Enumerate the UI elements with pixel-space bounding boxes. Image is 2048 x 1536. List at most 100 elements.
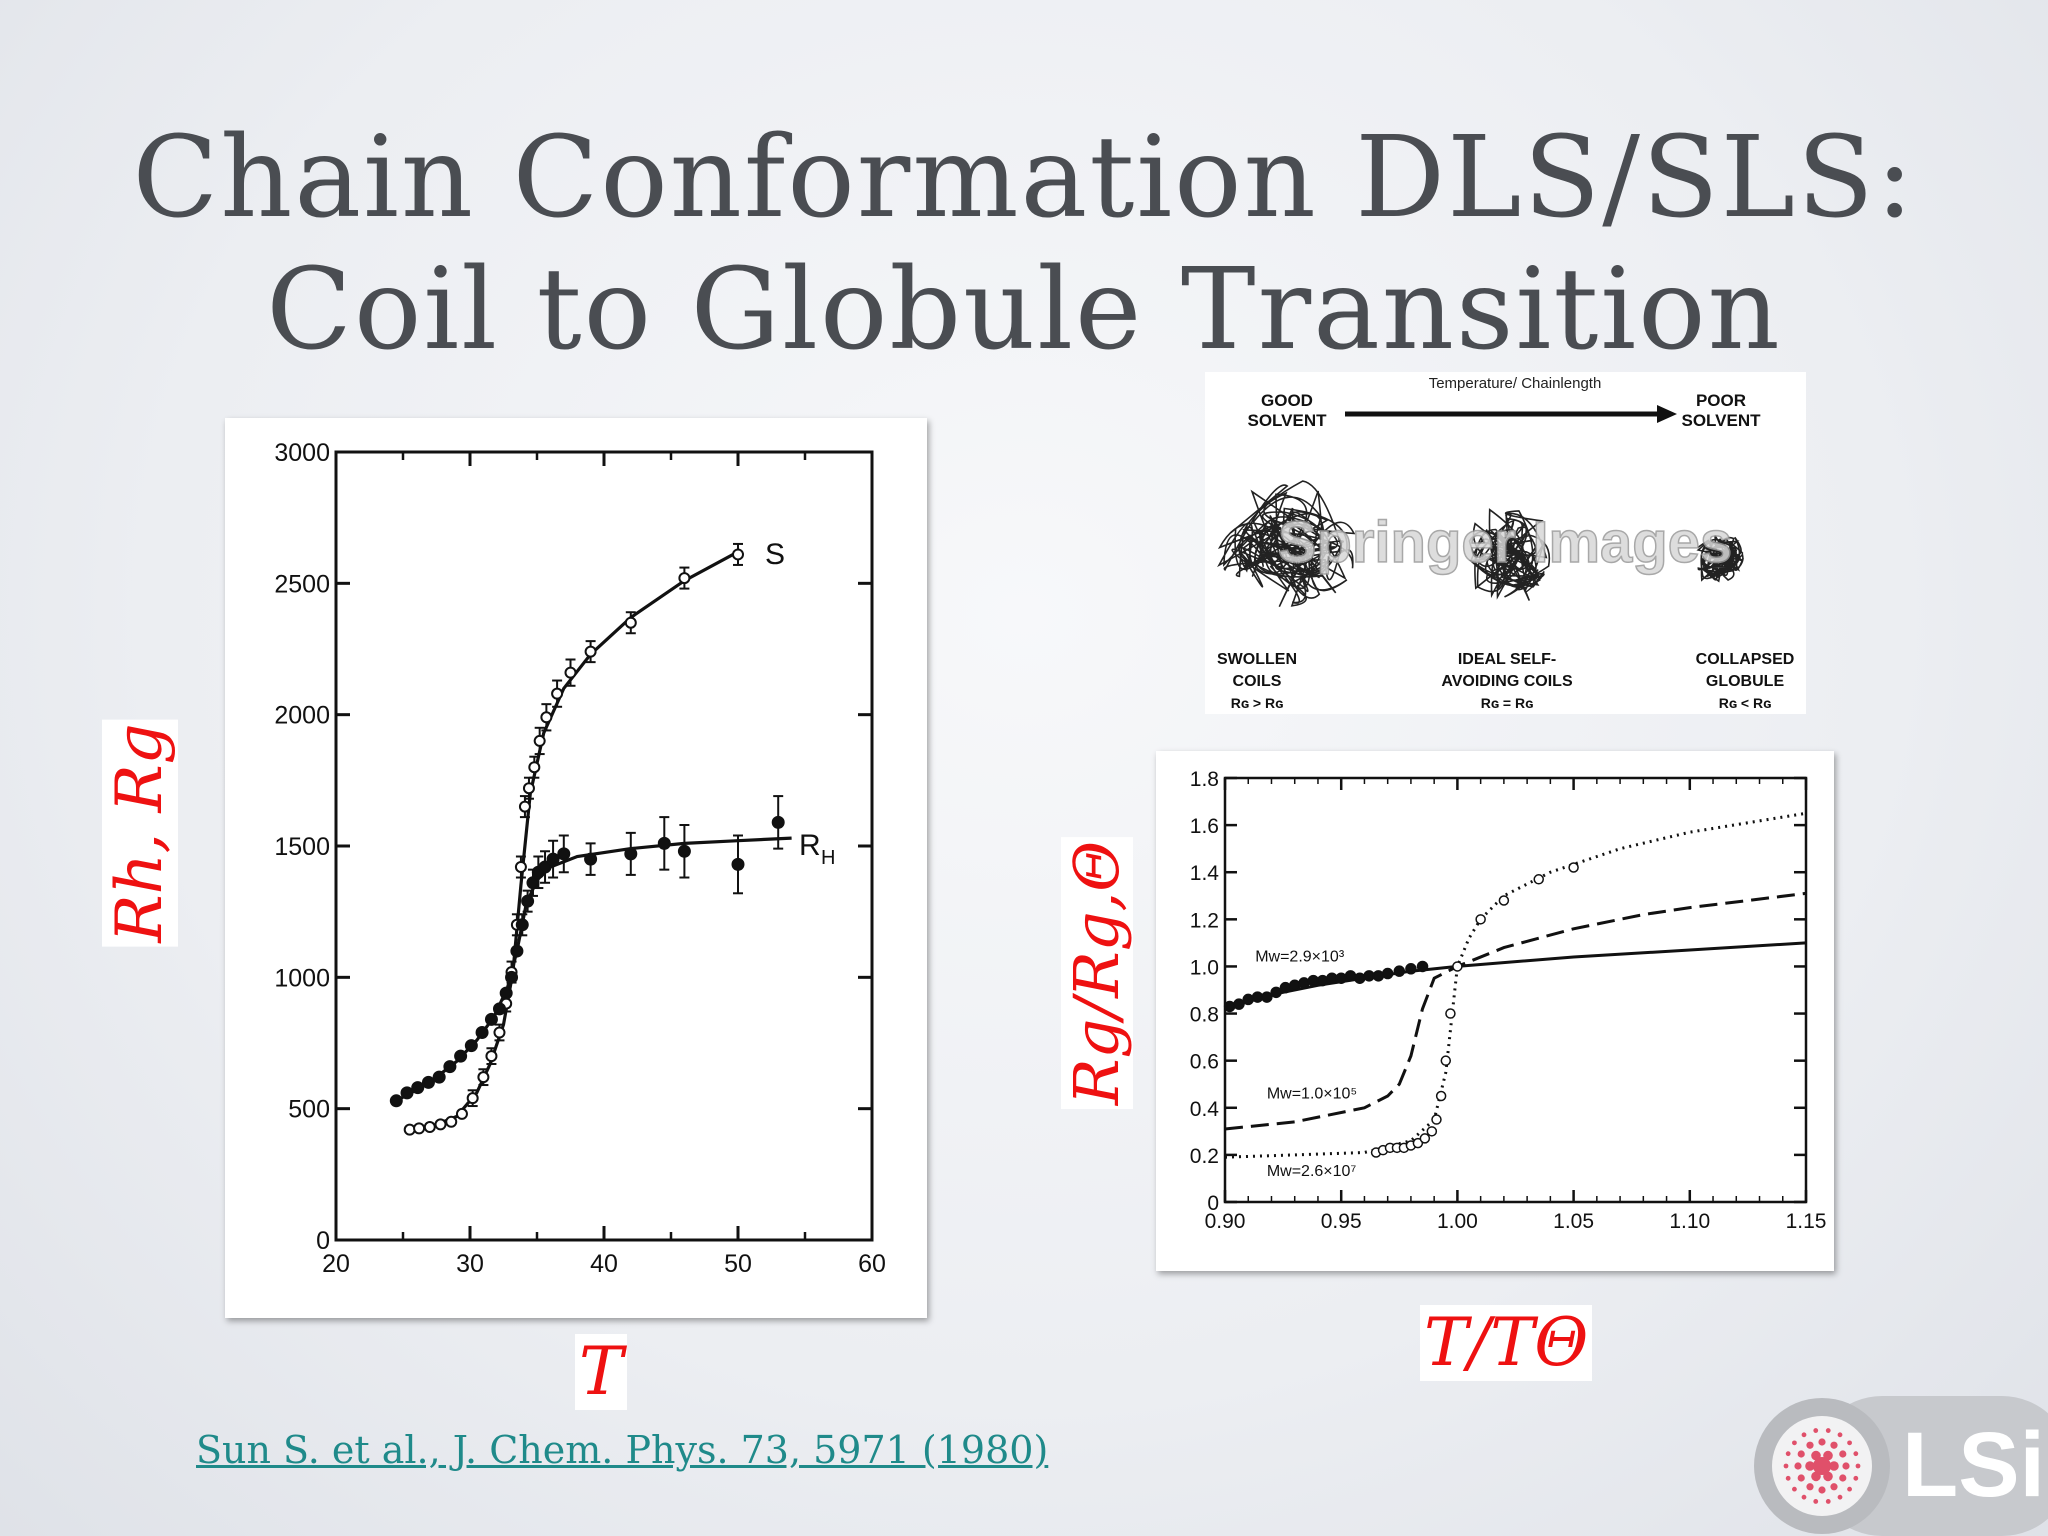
y-tick-label: 1.6: [1190, 815, 1219, 838]
lsi-logo: LSi: [1754, 1396, 2048, 1536]
series-label-0: Mw=2.9×10³: [1255, 949, 1345, 966]
logo-dot: [1837, 1494, 1843, 1500]
data-point-s: [403, 1123, 416, 1136]
logo-dot: [1847, 1440, 1852, 1446]
data-point-r: [464, 1039, 478, 1053]
y-tick-label: 0: [1207, 1192, 1219, 1215]
data-point-r: [389, 1094, 403, 1108]
data-point-0: [1381, 967, 1394, 980]
data-point-r: [771, 815, 785, 829]
ideal-coil: [1468, 508, 1551, 601]
data-point-0: [1223, 1000, 1236, 1013]
data-point-r: [484, 1012, 498, 1026]
caption-line: Rɢ = Rɢ: [1481, 695, 1534, 711]
y-tick-label: 1.2: [1190, 909, 1219, 932]
caption-line: COLLAPSED: [1696, 651, 1795, 668]
data-point-s: [413, 1122, 426, 1135]
logo-dot: [1806, 1483, 1814, 1491]
data-point-r: [443, 1060, 457, 1074]
data-point-0: [1233, 998, 1245, 1010]
series-label-rh: R: [799, 829, 821, 862]
data-point-0: [1335, 972, 1347, 984]
data-point-2: [1426, 1126, 1438, 1137]
x-tick-label: 50: [724, 1250, 752, 1278]
logo-dot: [1794, 1462, 1802, 1470]
logo-dot: [1813, 1499, 1819, 1504]
citation-link[interactable]: Sun S. et al., J. Chem. Phys. 73, 5971 (…: [196, 1428, 1049, 1472]
data-point-0: [1288, 979, 1301, 992]
data-point-s: [514, 861, 527, 874]
right-chart-panel: 0.90 0.95 1.00 1.05 1.10 1.15 0 0.2 0.4 0.6 0.8 1.0…: [1156, 751, 1834, 1271]
data-point-r: [624, 847, 638, 861]
arrow-head-icon: [1657, 405, 1677, 423]
y-tick-label: 1.8: [1190, 768, 1219, 791]
y-tick-label: 1500: [274, 833, 330, 861]
logo-dot: [1783, 1463, 1789, 1469]
x-tick-label: 40: [590, 1250, 618, 1278]
logo-dot: [1823, 1471, 1833, 1482]
logo-dot: [1801, 1494, 1807, 1500]
data-point-s: [477, 1071, 490, 1084]
data-point-r: [538, 860, 552, 874]
logo-dot: [1847, 1486, 1852, 1492]
series-line-1: [1224, 891, 1807, 1131]
data-point-r: [510, 944, 524, 958]
data-point-s: [624, 616, 637, 629]
data-point-r: [505, 970, 519, 984]
x-tick-label: 1.10: [1669, 1210, 1710, 1233]
fit-curve-s: [409, 550, 739, 1132]
left-y-axis-label: Rh, Rg: [102, 719, 178, 947]
plot-frame: [1223, 776, 1808, 1204]
logo-dot: [1801, 1432, 1807, 1438]
x-tick-label: 0.95: [1321, 1210, 1362, 1233]
x-tick-label: 1.15: [1786, 1210, 1827, 1233]
right-state-line: POOR: [1696, 391, 1746, 410]
data-point-s: [522, 782, 535, 795]
right-chart: 0.90 0.95 1.00 1.05 1.10 1.15 0 0.2 0.4 0.6 0.8 1.0…: [1190, 768, 1827, 1233]
y-tick-label: 0: [316, 1227, 330, 1255]
caption-line: Rɢ > Rɢ: [1231, 695, 1284, 711]
data-point-0: [1307, 974, 1320, 987]
logo-dot: [1839, 1450, 1847, 1458]
logo-dot: [1811, 1450, 1821, 1461]
logo-dot: [1792, 1440, 1797, 1446]
logo-dot: [1825, 1499, 1831, 1504]
logo-dot: [1842, 1462, 1850, 1470]
data-point-r: [432, 1070, 446, 1084]
data-point-0: [1393, 965, 1406, 977]
data-point-s: [434, 1118, 447, 1131]
data-point-2: [1419, 1133, 1431, 1144]
logo-dot: [1829, 1461, 1839, 1471]
data-point-0: [1251, 991, 1264, 1003]
collapsed-globule: [1696, 535, 1744, 583]
y-tick-label: 1.0: [1190, 956, 1219, 979]
data-point-s: [564, 666, 577, 679]
data-point-0: [1261, 991, 1273, 1003]
y-tick-label: 0.4: [1190, 1098, 1220, 1121]
logo-text: LSi: [1902, 1414, 2045, 1516]
data-point-2: [1412, 1137, 1424, 1149]
logo-dot: [1797, 1474, 1805, 1482]
data-point-r: [515, 918, 529, 932]
slide-title: Chain Conformation DLS/SLS: Coil to Glob…: [0, 112, 2048, 376]
data-point-r: [499, 986, 513, 1000]
data-point-r: [584, 852, 598, 866]
data-point-s: [455, 1107, 468, 1120]
left-x-axis-label: T: [575, 1334, 628, 1410]
data-point-s: [540, 711, 553, 724]
data-point-r: [454, 1049, 468, 1063]
data-point-2: [1568, 862, 1579, 873]
watermark: Springer Images: [1278, 510, 1732, 575]
series-label-1: Mw=1.0×10⁵: [1267, 1085, 1357, 1102]
left-chart-panel: 20 30 40 50 60 0 500 1000 1500 2000 2500 3000 S R H: [225, 418, 927, 1318]
y-tick-label: 0.2: [1190, 1145, 1219, 1168]
y-tick-label: 500: [288, 1096, 330, 1124]
data-point-r: [677, 844, 691, 858]
logo-dot-center: [1813, 1457, 1831, 1475]
x-tick-label: 60: [858, 1250, 886, 1278]
logo-dot: [1837, 1432, 1843, 1438]
logo-dot: [1853, 1451, 1859, 1457]
data-point-r: [421, 1075, 435, 1089]
arrow-label: Temperature/ Chainlength: [1429, 375, 1602, 392]
data-point-2: [1452, 961, 1463, 972]
